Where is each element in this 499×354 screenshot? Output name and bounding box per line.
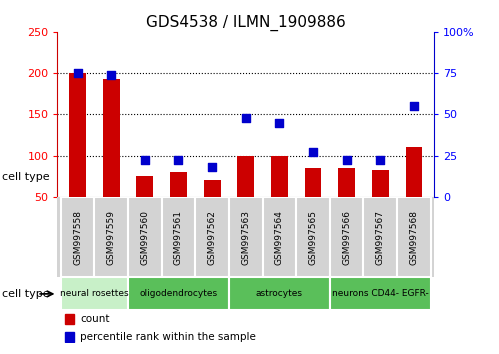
- Text: cell type: cell type: [2, 172, 50, 182]
- Bar: [195, 197, 229, 278]
- Text: astrocytes: astrocytes: [256, 290, 303, 298]
- Bar: [406, 147, 422, 238]
- Bar: [61, 197, 94, 278]
- Point: [242, 115, 250, 120]
- Bar: [271, 155, 288, 238]
- Bar: [128, 278, 229, 310]
- Bar: [229, 197, 262, 278]
- Point: [73, 70, 81, 76]
- Point: [107, 72, 115, 78]
- Point: [309, 149, 317, 155]
- Bar: [204, 180, 221, 238]
- Bar: [397, 197, 431, 278]
- Text: GSM997564: GSM997564: [275, 210, 284, 264]
- Bar: [229, 278, 330, 310]
- Text: GSM997567: GSM997567: [376, 210, 385, 264]
- Bar: [162, 197, 195, 278]
- Point: [208, 164, 216, 170]
- Bar: [61, 278, 128, 310]
- Bar: [304, 168, 321, 238]
- Text: oligodendrocytes: oligodendrocytes: [139, 290, 218, 298]
- Text: GSM997563: GSM997563: [241, 210, 250, 264]
- Bar: [238, 155, 254, 238]
- Text: GSM997561: GSM997561: [174, 210, 183, 264]
- Point: [175, 158, 183, 163]
- Bar: [372, 170, 389, 238]
- Text: GSM997559: GSM997559: [107, 210, 116, 264]
- Point: [376, 158, 384, 163]
- Title: GDS4538 / ILMN_1909886: GDS4538 / ILMN_1909886: [146, 14, 346, 30]
- Text: cell type: cell type: [2, 289, 50, 299]
- Text: GSM997566: GSM997566: [342, 210, 351, 264]
- Point: [275, 120, 283, 125]
- Bar: [338, 168, 355, 238]
- Bar: [65, 332, 74, 342]
- Text: count: count: [80, 314, 109, 324]
- Bar: [94, 197, 128, 278]
- Bar: [170, 172, 187, 238]
- Bar: [69, 73, 86, 238]
- Bar: [128, 197, 162, 278]
- Text: neural rosettes: neural rosettes: [60, 290, 129, 298]
- Bar: [363, 197, 397, 278]
- Text: GSM997558: GSM997558: [73, 210, 82, 264]
- Text: GSM997565: GSM997565: [308, 210, 317, 264]
- Text: GSM997562: GSM997562: [208, 210, 217, 264]
- Point: [141, 158, 149, 163]
- Bar: [136, 176, 153, 238]
- Bar: [103, 79, 120, 238]
- Bar: [296, 197, 330, 278]
- Point: [410, 103, 418, 109]
- Bar: [330, 278, 431, 310]
- Point: [343, 158, 351, 163]
- Text: neurons CD44- EGFR-: neurons CD44- EGFR-: [332, 290, 429, 298]
- Text: GSM997568: GSM997568: [410, 210, 419, 264]
- Bar: [262, 197, 296, 278]
- Bar: [330, 197, 363, 278]
- Bar: [65, 314, 74, 324]
- Text: percentile rank within the sample: percentile rank within the sample: [80, 332, 256, 342]
- Text: GSM997560: GSM997560: [140, 210, 149, 264]
